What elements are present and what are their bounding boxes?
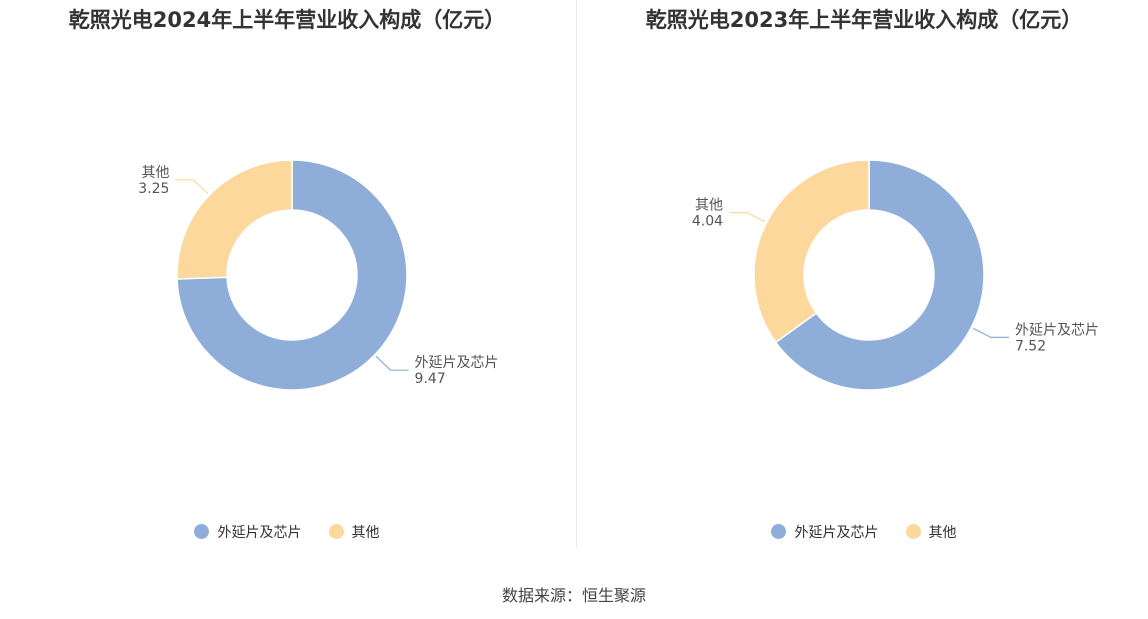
label-leader-line	[972, 327, 1009, 338]
legend-label: 外延片及芯片	[794, 524, 879, 541]
donut-slice-other[interactable]	[753, 159, 870, 344]
legend-label: 外延片及芯片	[217, 524, 302, 541]
chart-title: 乾照光电2023年上半年营业收入构成（亿元）	[645, 8, 1083, 32]
legend: 外延片及芯片 其他	[577, 521, 1148, 542]
label-leader-line	[175, 179, 209, 195]
slice-name-label: 其他	[695, 198, 723, 214]
legend: 外延片及芯片 其他	[0, 521, 574, 542]
legend-label: 其他	[928, 524, 957, 541]
legend-item-other[interactable]: 其他	[328, 522, 380, 542]
slice-name-label: 外延片及芯片	[415, 355, 499, 371]
slice-value-label: 9.47	[415, 371, 446, 387]
legend-item-other[interactable]: 其他	[905, 522, 957, 542]
chart-panel-2024: 乾照光电2024年上半年营业收入构成（亿元） 外延片及芯片 9.47 其他 3.25 …	[0, 0, 574, 560]
donut-slice-other[interactable]	[176, 159, 293, 280]
data-source: 数据来源：恒生聚源	[501, 586, 646, 605]
label-leader-line	[729, 212, 766, 223]
slice-name-label: 外延片及芯片	[1015, 322, 1099, 338]
legend-marker-other	[905, 524, 921, 539]
slice-value-label: 4.04	[692, 214, 723, 230]
legend-marker-chip	[194, 524, 210, 539]
legend-label: 其他	[351, 524, 380, 541]
chart-title: 乾照光电2024年上半年营业收入构成（亿元）	[68, 8, 506, 32]
legend-item-chip[interactable]: 外延片及芯片	[194, 522, 301, 542]
chart-panel-2023: 乾照光电2023年上半年营业收入构成（亿元） 外延片及芯片 7.52 其他 4.04 …	[577, 0, 1148, 560]
donut-slice-chip[interactable]	[774, 159, 985, 391]
slice-value-label: 3.25	[138, 181, 169, 197]
legend-marker-other	[328, 524, 344, 539]
slice-value-label: 7.52	[1015, 338, 1046, 354]
slice-name-label: 其他	[141, 165, 169, 181]
legend-marker-chip	[771, 524, 787, 539]
donut-slice-chip[interactable]	[176, 159, 408, 391]
panel-divider	[576, 0, 577, 548]
label-leader-line	[375, 355, 409, 371]
legend-item-chip[interactable]: 外延片及芯片	[771, 522, 878, 542]
